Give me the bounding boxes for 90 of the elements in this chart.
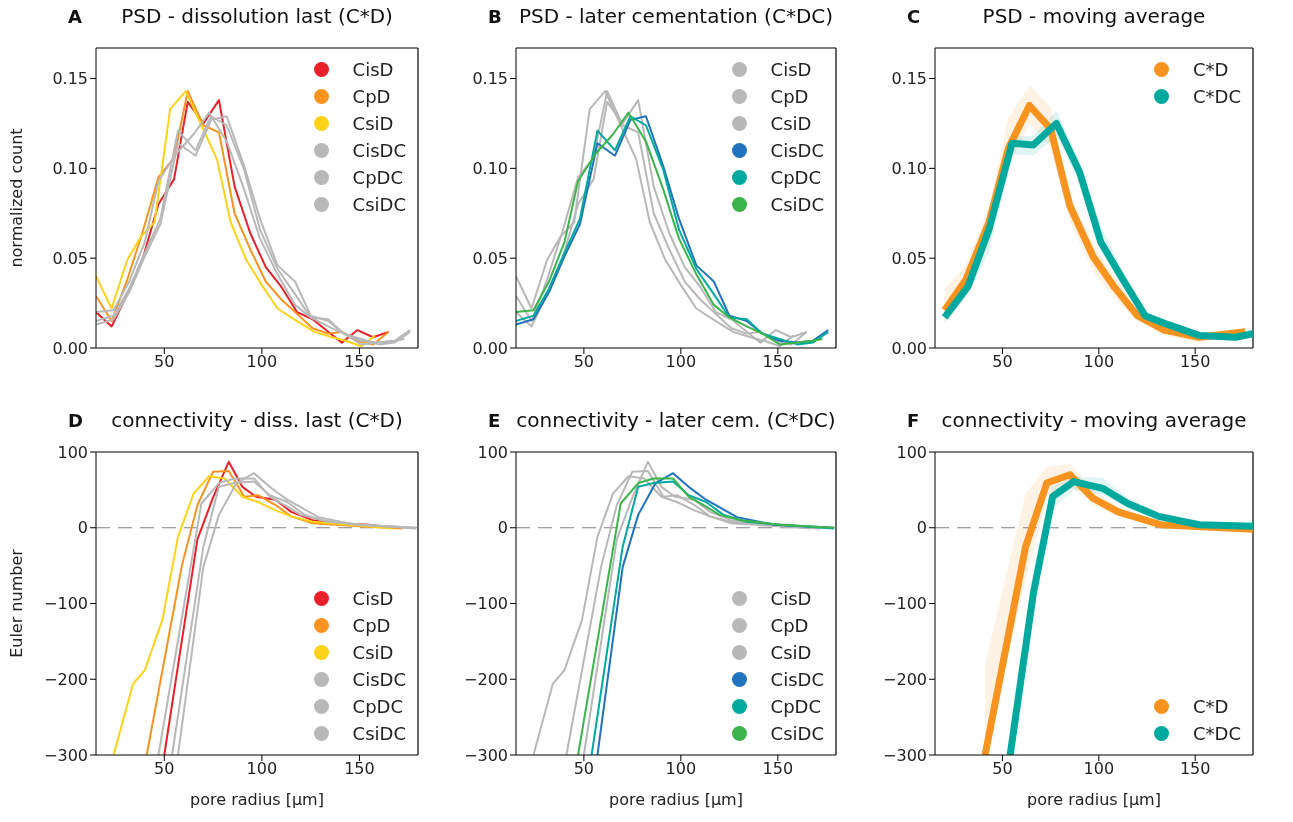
legend-label: C*D bbox=[1193, 59, 1229, 80]
legend-label: CsiDC bbox=[352, 194, 406, 215]
y-tick-label: −300 bbox=[464, 745, 508, 765]
legend-label: CsiDC bbox=[770, 194, 824, 215]
y-tick-label: 0.05 bbox=[891, 248, 927, 268]
legend-label: C*DC bbox=[1193, 86, 1241, 107]
legend-label: CsiD bbox=[770, 113, 812, 134]
y-tick-label: −200 bbox=[464, 669, 508, 689]
y-tick-label: 0.00 bbox=[472, 338, 508, 358]
y-axis-title: normalized count bbox=[6, 128, 26, 268]
y-axis-title: Euler number bbox=[6, 548, 26, 658]
legend-label: CsiDC bbox=[770, 723, 824, 744]
legend-label: CpD bbox=[352, 86, 391, 107]
chart-title: PSD - moving average bbox=[981, 4, 1207, 28]
legend-label: C*DC bbox=[1193, 723, 1241, 744]
legend-label: CisDC bbox=[770, 140, 824, 161]
legend-label: CisDC bbox=[352, 140, 406, 161]
chart-title: PSD - later cementation (C*DC) bbox=[517, 4, 835, 28]
x-tick-label: 50 bbox=[992, 352, 1013, 372]
y-tick-label: 0.05 bbox=[52, 248, 88, 268]
y-tick-label: 100 bbox=[896, 442, 927, 462]
x-tick-label: 100 bbox=[665, 352, 697, 372]
x-tick-label: 50 bbox=[154, 352, 175, 372]
y-tick-label: 0.00 bbox=[891, 338, 927, 358]
y-tick-label: 0.00 bbox=[52, 338, 88, 358]
y-tick-label: −200 bbox=[44, 669, 88, 689]
legend-label: CpD bbox=[770, 86, 809, 107]
chart-title: connectivity - diss. last (C*D) bbox=[110, 408, 404, 432]
legend-label: CpDC bbox=[352, 696, 404, 717]
text: F bbox=[907, 410, 920, 431]
x-tick-label: 150 bbox=[1179, 759, 1211, 779]
y-tick-label: 0.10 bbox=[891, 159, 927, 179]
x-tick-label: 50 bbox=[573, 352, 595, 372]
x-tick-label: 100 bbox=[665, 759, 697, 779]
y-tick-label: −300 bbox=[44, 745, 88, 765]
x-tick-label: 150 bbox=[344, 352, 375, 372]
x-axis-title: pore radius [μm] bbox=[1027, 790, 1161, 809]
y-tick-label: 0.10 bbox=[472, 159, 508, 179]
text: C bbox=[907, 6, 921, 27]
legend-label: CisDC bbox=[352, 669, 406, 690]
text: D bbox=[68, 410, 83, 431]
legend-label: CsiD bbox=[352, 642, 394, 663]
chart-title: PSD - dissolution last (C*D) bbox=[120, 4, 394, 28]
text: A bbox=[68, 6, 82, 27]
x-tick-label: 50 bbox=[992, 759, 1013, 779]
x-tick-label: 100 bbox=[1083, 352, 1115, 372]
chart-title: connectivity - later cem. (C*DC) bbox=[516, 408, 836, 432]
x-axis-title: pore radius [μm] bbox=[190, 790, 324, 809]
legend-label: CsiDC bbox=[352, 723, 406, 744]
y-tick-label: −100 bbox=[44, 594, 88, 614]
y-tick-label: 0.10 bbox=[52, 159, 88, 179]
x-tick-label: 50 bbox=[154, 759, 175, 779]
legend-label: CpDC bbox=[770, 167, 822, 188]
y-tick-label: −200 bbox=[883, 669, 927, 689]
legend-label: C*D bbox=[1193, 696, 1229, 717]
x-tick-label: 50 bbox=[573, 759, 595, 779]
legend-label: CisD bbox=[770, 588, 812, 609]
text: B bbox=[488, 6, 502, 27]
x-tick-label: 150 bbox=[762, 759, 794, 779]
legend-label: CisDC bbox=[770, 669, 824, 690]
x-axis-title: pore radius [μm] bbox=[609, 790, 743, 809]
legend-label: CpD bbox=[352, 615, 391, 636]
legend-label: CpD bbox=[770, 615, 809, 636]
legend-label: CisD bbox=[352, 59, 394, 80]
y-tick-label: 0 bbox=[916, 518, 927, 538]
chart-title: connectivity - moving average bbox=[940, 408, 1248, 432]
y-tick-label: −300 bbox=[883, 745, 927, 765]
legend-label: CsiD bbox=[352, 113, 394, 134]
y-tick-label: 0.15 bbox=[52, 69, 88, 89]
y-tick-label: 100 bbox=[477, 442, 508, 462]
legend-label: CisD bbox=[352, 588, 394, 609]
y-tick-label: 0.15 bbox=[891, 69, 927, 89]
legend-label: CpDC bbox=[770, 696, 822, 717]
x-tick-label: 150 bbox=[1179, 352, 1211, 372]
legend-label: CisD bbox=[770, 59, 812, 80]
y-tick-label: −100 bbox=[883, 594, 927, 614]
y-tick-label: 0.15 bbox=[472, 69, 508, 89]
x-tick-label: 150 bbox=[344, 759, 375, 779]
y-tick-label: −100 bbox=[464, 594, 508, 614]
y-tick-label: 0.05 bbox=[472, 248, 508, 268]
x-tick-label: 100 bbox=[1083, 759, 1115, 779]
x-tick-label: 150 bbox=[762, 352, 794, 372]
legend-label: CpDC bbox=[352, 167, 404, 188]
x-tick-label: 100 bbox=[246, 352, 278, 372]
y-tick-label: 0 bbox=[77, 518, 88, 538]
legend-label: CsiD bbox=[770, 642, 812, 663]
y-tick-label: 100 bbox=[57, 442, 88, 462]
x-tick-label: 100 bbox=[246, 759, 278, 779]
y-tick-label: 0 bbox=[497, 518, 508, 538]
text: E bbox=[488, 410, 501, 431]
